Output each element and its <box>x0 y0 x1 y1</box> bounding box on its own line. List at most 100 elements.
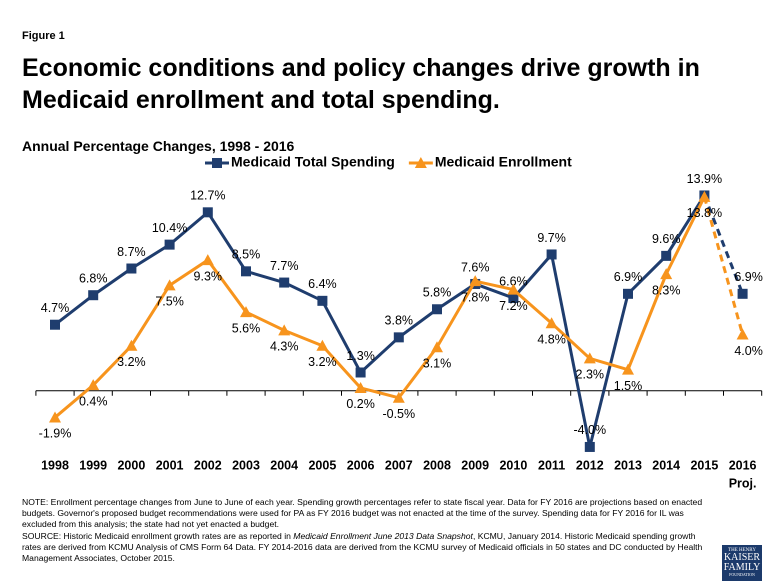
marker <box>623 288 633 299</box>
data-label: 3.8% <box>385 314 414 328</box>
projection-label: Proj. <box>729 476 757 490</box>
data-label: -4.0% <box>573 423 606 437</box>
data-label: 10.4% <box>152 221 187 235</box>
data-label: 6.6% <box>499 274 528 288</box>
marker <box>736 328 749 340</box>
marker <box>126 263 137 274</box>
x-tick-label: 1999 <box>79 458 107 472</box>
marker <box>163 279 176 291</box>
source-text: SOURCE: Historic Medicaid enrollment gro… <box>22 531 712 565</box>
x-tick-label: 2010 <box>499 458 527 472</box>
marker <box>660 268 673 280</box>
projected-line <box>703 194 744 295</box>
data-label: 5.8% <box>423 286 452 300</box>
data-label: 0.4% <box>79 394 108 408</box>
data-label: 1.3% <box>346 349 375 363</box>
legend-label: Medicaid Total Spending <box>231 154 395 170</box>
data-label: 4.0% <box>734 344 763 358</box>
data-label: 8.3% <box>652 283 681 297</box>
figure-label: Figure 1 <box>22 30 65 42</box>
line <box>54 196 706 419</box>
marker <box>508 293 519 304</box>
data-label: 6.9% <box>614 270 643 284</box>
data-label: -0.5% <box>382 407 415 421</box>
data-label: 4.8% <box>537 333 566 347</box>
source-part: SOURCE: Historic Medicaid enrollment gro… <box>22 530 294 541</box>
x-tick-label: 2014 <box>652 458 680 472</box>
data-label: 9.6% <box>652 232 681 246</box>
marker <box>545 317 558 329</box>
data-label: 7.2% <box>499 299 528 313</box>
data-label: -1.9% <box>39 427 72 441</box>
x-tick-label: 2011 <box>538 458 565 472</box>
line <box>54 194 706 448</box>
x-tick-label: 2002 <box>194 458 222 472</box>
x-tick-label: 2013 <box>614 458 642 472</box>
x-tick-label: 2009 <box>461 458 489 472</box>
marker <box>737 288 748 299</box>
x-tick-label: 2003 <box>232 458 260 472</box>
marker <box>354 381 367 393</box>
marker <box>125 339 138 351</box>
marker <box>583 352 596 364</box>
marker <box>316 339 329 351</box>
data-label: 2.3% <box>576 368 605 382</box>
x-tick-label: 2007 <box>385 458 413 472</box>
marker <box>432 304 442 315</box>
legend-marker <box>414 157 427 168</box>
source-part: Medicaid Enrollment June 2013 Data Snaps… <box>293 530 473 541</box>
data-label: 5.6% <box>232 321 261 335</box>
x-tick-label: 2016 <box>729 458 757 472</box>
data-label: 6.4% <box>308 277 337 291</box>
data-label: 9.3% <box>194 269 223 283</box>
data-label: 4.3% <box>270 340 299 354</box>
marker <box>164 239 175 250</box>
x-tick-label: 2015 <box>690 458 718 472</box>
marker <box>240 306 252 318</box>
x-tick-label: 1998 <box>41 458 69 472</box>
marker <box>49 411 61 423</box>
marker <box>431 341 443 353</box>
marker <box>50 319 60 330</box>
marker <box>584 441 595 452</box>
data-label: 8.7% <box>117 245 146 259</box>
data-label: 7.8% <box>461 290 490 304</box>
logo: THE HENRY KAISER FAMILY FOUNDATION <box>722 545 762 581</box>
data-label: 0.2% <box>346 397 375 411</box>
marker <box>241 266 251 277</box>
x-tick-label: 2008 <box>423 458 451 472</box>
chart-title: Economic conditions and policy changes d… <box>22 54 700 114</box>
data-label: 13.9% <box>687 172 722 186</box>
marker <box>622 363 634 375</box>
data-label: 7.7% <box>270 259 299 273</box>
data-label: 8.5% <box>232 248 261 262</box>
legend-label: Medicaid Enrollment <box>435 154 572 170</box>
chart-subtitle: Annual Percentage Changes, 1998 - 2016 <box>22 138 295 154</box>
marker <box>393 332 404 343</box>
logo-text: THE HENRY <box>728 548 756 553</box>
logo-text: FOUNDATION <box>729 572 755 577</box>
x-tick-label: 2001 <box>156 458 184 472</box>
note-text: NOTE: Enrollment percentage changes from… <box>22 497 703 530</box>
x-tick-label: 2006 <box>347 458 375 472</box>
data-label: 6.8% <box>79 272 108 286</box>
logo-text: FAMILY <box>723 562 761 573</box>
data-label: 13.8% <box>687 206 722 220</box>
logo-text: KAISER <box>723 552 761 563</box>
marker <box>698 190 711 202</box>
x-tick-label: 2005 <box>308 458 336 472</box>
data-label: 3.2% <box>117 355 146 369</box>
marker <box>87 379 100 391</box>
marker <box>392 391 405 403</box>
marker <box>546 249 557 260</box>
marker <box>279 277 290 288</box>
data-label: 7.5% <box>155 295 184 309</box>
marker <box>469 275 482 287</box>
data-label: 3.2% <box>308 355 337 369</box>
marker <box>317 295 328 306</box>
data-label: 4.7% <box>41 301 70 315</box>
marker <box>202 207 213 218</box>
marker <box>278 324 291 336</box>
